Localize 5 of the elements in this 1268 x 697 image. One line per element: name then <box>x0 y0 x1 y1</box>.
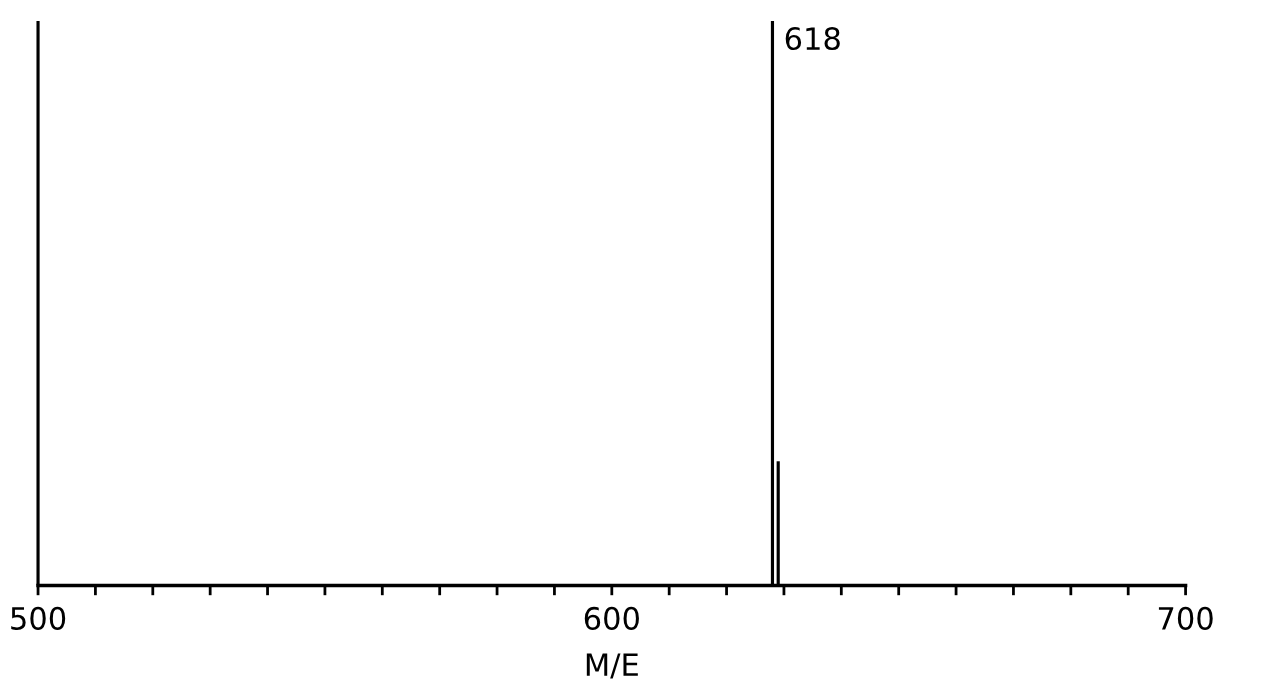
x-tick-label: 500 <box>11 606 66 630</box>
x-tick-label: 700 <box>1158 606 1213 630</box>
annotation: 618 <box>785 27 840 51</box>
x-tick-label: 600 <box>584 606 639 630</box>
x-axis-title: M/E <box>586 653 638 679</box>
